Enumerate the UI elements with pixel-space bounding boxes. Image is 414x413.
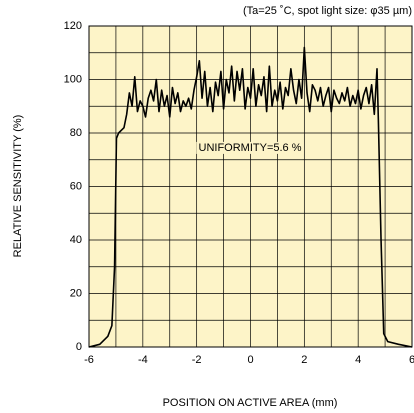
y-tick-label: 120	[64, 20, 82, 32]
annotation: UNIFORMITY=5.6 %	[199, 142, 302, 154]
x-tick-label: 4	[355, 354, 361, 366]
x-tick-label: 6	[409, 354, 414, 366]
x-tick-label: -4	[138, 354, 148, 366]
x-tick-label: -6	[84, 354, 94, 366]
y-tick-label: 60	[70, 180, 82, 192]
y-tick-label: 100	[64, 73, 82, 85]
x-tick-label: -2	[192, 354, 202, 366]
y-tick-label: 0	[76, 341, 82, 353]
annotation-top: (Ta=25 ˚C, spot light size: φ35 µm)	[243, 5, 412, 17]
y-tick-label: 40	[70, 234, 82, 246]
y-tick-label: 80	[70, 127, 82, 139]
plot-frame	[88, 25, 413, 348]
annotation-background	[196, 141, 304, 154]
y-axis-label: RELATIVE SENSITIVITY (%)	[12, 115, 24, 258]
x-axis-label: POSITION ON ACTIVE AREA (mm)	[163, 397, 338, 409]
data-line	[88, 46, 413, 348]
y-tick-label: 20	[70, 287, 82, 299]
x-tick-label: 2	[301, 354, 307, 366]
x-tick-label: 0	[247, 354, 253, 366]
